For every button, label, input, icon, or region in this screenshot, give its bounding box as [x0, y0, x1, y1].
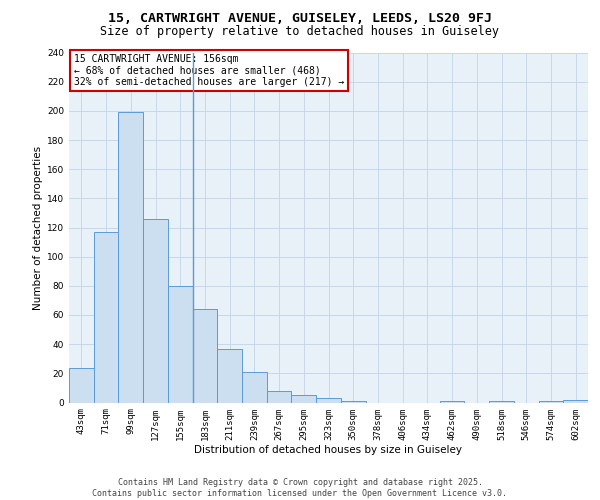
- Bar: [242, 372, 267, 402]
- Bar: [292, 395, 316, 402]
- Bar: [217, 348, 242, 403]
- X-axis label: Distribution of detached houses by size in Guiseley: Distribution of detached houses by size …: [194, 445, 463, 455]
- Bar: [168, 286, 193, 403]
- Text: 15, CARTWRIGHT AVENUE, GUISELEY, LEEDS, LS20 9FJ: 15, CARTWRIGHT AVENUE, GUISELEY, LEEDS, …: [108, 12, 492, 26]
- Bar: [94, 232, 118, 402]
- Text: Size of property relative to detached houses in Guiseley: Size of property relative to detached ho…: [101, 25, 499, 38]
- Bar: [563, 400, 588, 402]
- Text: 15 CARTWRIGHT AVENUE: 156sqm
← 68% of detached houses are smaller (468)
32% of s: 15 CARTWRIGHT AVENUE: 156sqm ← 68% of de…: [74, 54, 344, 88]
- Bar: [489, 401, 514, 402]
- Bar: [539, 401, 563, 402]
- Y-axis label: Number of detached properties: Number of detached properties: [33, 146, 43, 310]
- Text: Contains HM Land Registry data © Crown copyright and database right 2025.
Contai: Contains HM Land Registry data © Crown c…: [92, 478, 508, 498]
- Bar: [267, 391, 292, 402]
- Bar: [316, 398, 341, 402]
- Bar: [69, 368, 94, 402]
- Bar: [118, 112, 143, 403]
- Bar: [440, 401, 464, 402]
- Bar: [143, 219, 168, 402]
- Bar: [193, 309, 217, 402]
- Bar: [341, 401, 365, 402]
